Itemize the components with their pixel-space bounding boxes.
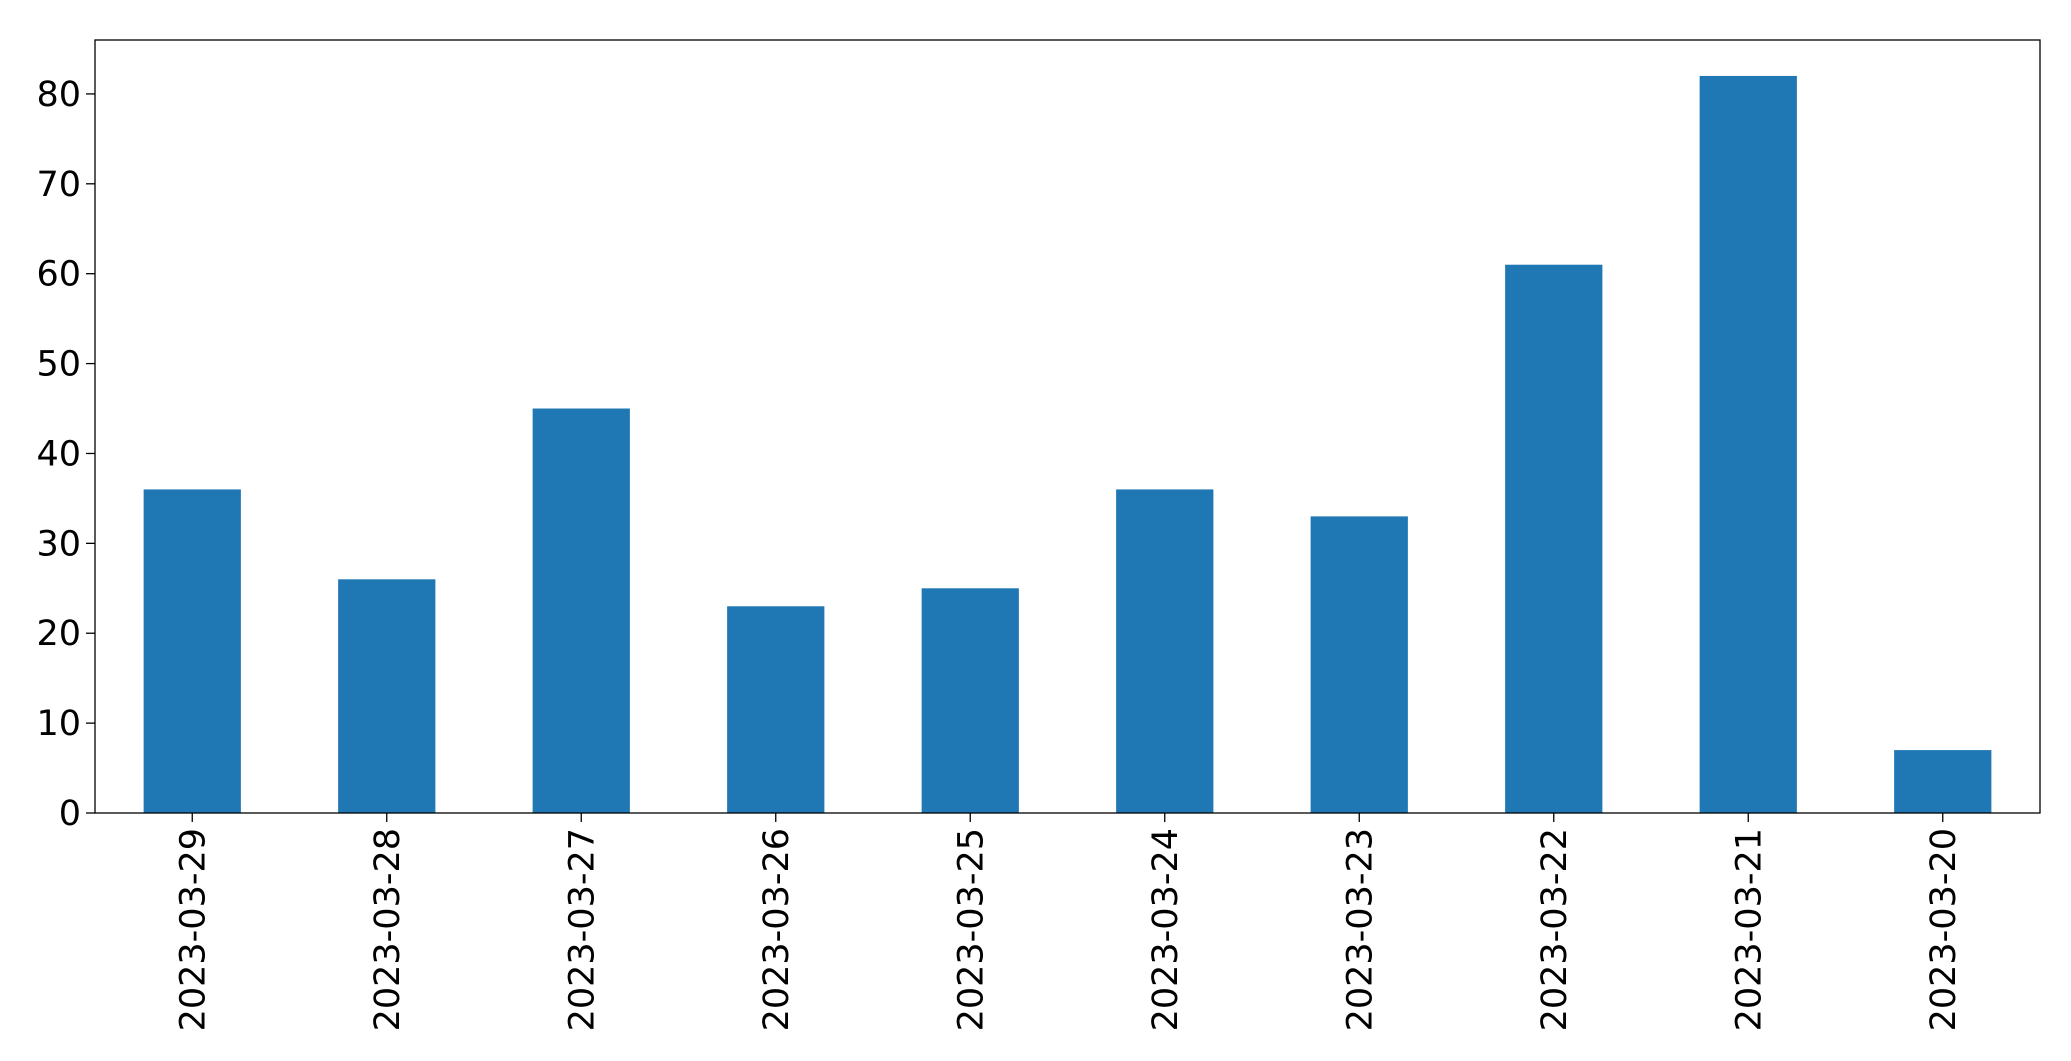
bar: [1116, 489, 1214, 813]
x-tick-label: 2023-03-22: [1535, 828, 1575, 1031]
x-tick-label: 2023-03-23: [1340, 828, 1380, 1031]
bar: [921, 588, 1019, 813]
bar: [1310, 516, 1408, 813]
x-tick-label: 2023-03-29: [173, 828, 213, 1031]
bar: [1699, 75, 1797, 813]
y-tick-label: 0: [59, 794, 81, 834]
bar: [1505, 264, 1603, 814]
x-tick-label: 2023-03-26: [757, 828, 797, 1031]
bars-layer: [143, 75, 1992, 814]
x-tick-label: 2023-03-25: [951, 828, 991, 1031]
bar: [1894, 750, 1992, 813]
x-tick-label: 2023-03-28: [368, 828, 408, 1031]
bar: [143, 489, 241, 813]
axes-layer: [94, 39, 2041, 814]
y-tick-label: 30: [36, 524, 81, 564]
bar: [338, 579, 436, 813]
x-tick-label: 2023-03-21: [1729, 828, 1769, 1031]
y-tick-label: 20: [36, 614, 81, 654]
plot-frame: [94, 39, 2041, 814]
x-tick-label: 2023-03-20: [1924, 828, 1964, 1031]
y-tick-label: 80: [36, 75, 81, 115]
y-tick-label: 40: [36, 434, 81, 474]
y-tick-label: 70: [36, 165, 81, 205]
y-tick-label: 60: [36, 255, 81, 295]
x-tick-label: 2023-03-27: [562, 828, 602, 1031]
y-tick-label: 10: [36, 704, 81, 744]
bar: [532, 408, 630, 813]
y-axis-ticks: 0 10 20 30 40 50 60 70 80: [36, 75, 95, 834]
x-tick-label: 2023-03-24: [1146, 828, 1186, 1031]
bar: [727, 606, 825, 813]
x-axis-ticks: 2023-03-29 2023-03-28 2023-03-27 2023-03-26…: [173, 813, 1964, 1031]
y-tick-label: 50: [36, 345, 81, 385]
